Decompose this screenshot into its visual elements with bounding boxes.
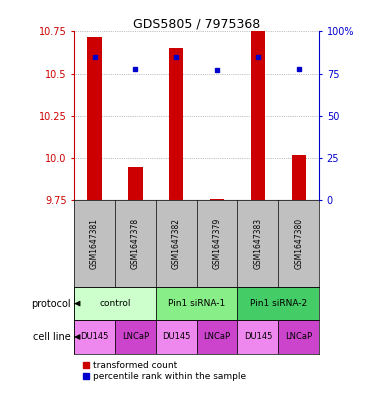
Text: GSM1647382: GSM1647382: [172, 218, 181, 269]
Bar: [292, 155, 306, 200]
Text: GSM1647381: GSM1647381: [90, 218, 99, 269]
Title: GDS5805 / 7975368: GDS5805 / 7975368: [133, 17, 260, 30]
Bar: [156, 320, 197, 354]
Text: GSM1647379: GSM1647379: [213, 218, 221, 269]
Bar: [210, 199, 224, 200]
Bar: [278, 320, 319, 354]
Text: Pin1 siRNA-1: Pin1 siRNA-1: [168, 299, 225, 308]
Text: LNCaP: LNCaP: [122, 332, 149, 342]
Bar: [74, 287, 156, 320]
Text: DU145: DU145: [244, 332, 272, 342]
Bar: [197, 320, 237, 354]
Text: LNCaP: LNCaP: [285, 332, 312, 342]
Bar: [251, 31, 265, 200]
Text: LNCaP: LNCaP: [203, 332, 231, 342]
Bar: [128, 167, 142, 200]
Text: GSM1647378: GSM1647378: [131, 218, 140, 269]
Text: GSM1647380: GSM1647380: [294, 218, 303, 269]
Text: GSM1647383: GSM1647383: [253, 218, 262, 269]
Text: DU145: DU145: [162, 332, 190, 342]
Bar: [169, 48, 183, 200]
Bar: [237, 287, 319, 320]
Text: DU145: DU145: [81, 332, 109, 342]
Bar: [237, 320, 278, 354]
Bar: [115, 320, 156, 354]
Bar: [88, 37, 102, 200]
Bar: [74, 320, 115, 354]
Text: control: control: [99, 299, 131, 308]
Text: Pin1 siRNA-2: Pin1 siRNA-2: [250, 299, 307, 308]
Bar: [156, 287, 237, 320]
Text: protocol: protocol: [31, 299, 70, 309]
Text: cell line: cell line: [33, 332, 70, 342]
Legend: transformed count, percentile rank within the sample: transformed count, percentile rank withi…: [79, 358, 250, 385]
